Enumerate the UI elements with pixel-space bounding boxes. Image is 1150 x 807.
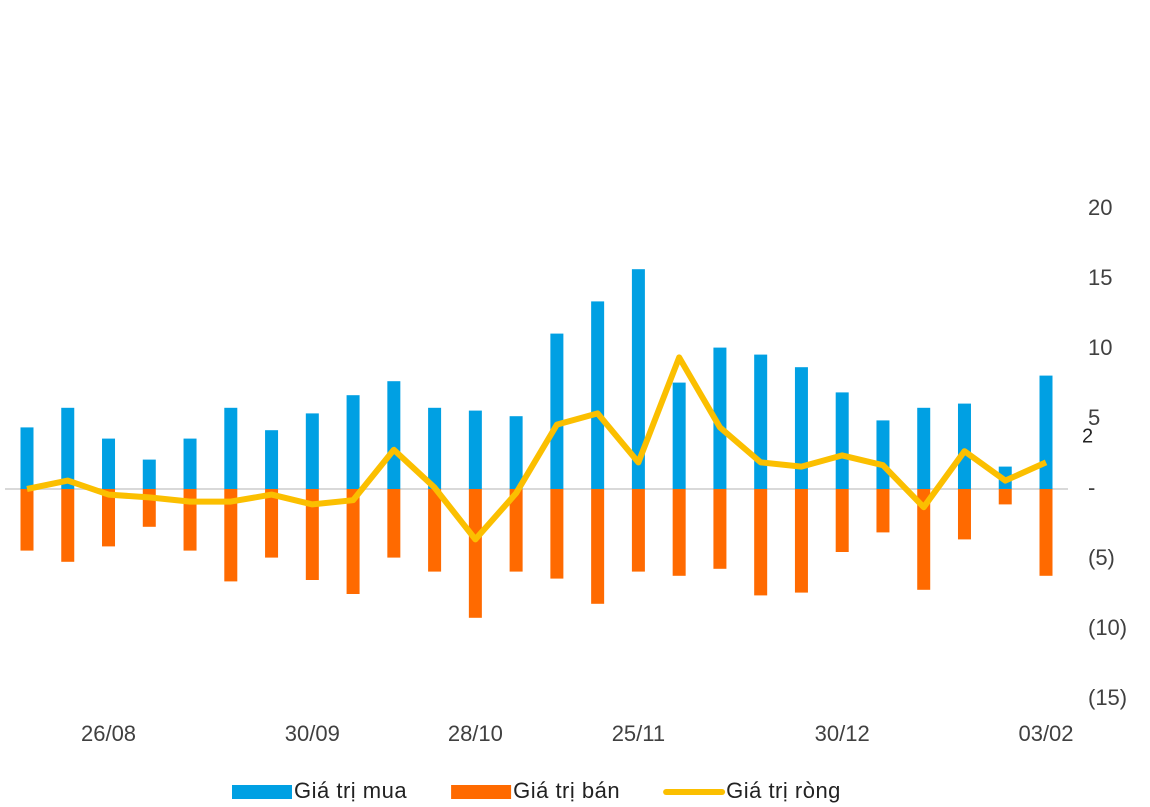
bar — [754, 489, 768, 596]
bar — [1039, 489, 1053, 576]
bar — [550, 333, 564, 489]
bar — [998, 489, 1012, 505]
bar — [265, 430, 279, 489]
y-tick-label: (15) — [1088, 685, 1127, 710]
x-tick-label: 25/11 — [612, 721, 665, 746]
bar — [305, 489, 319, 580]
bar — [61, 407, 75, 489]
bar — [224, 489, 238, 582]
y-tick-label: 5 — [1088, 405, 1100, 430]
y-tick-label: - — [1088, 475, 1095, 500]
bar — [876, 489, 890, 533]
bar — [20, 489, 34, 551]
y-tick-label: 15 — [1088, 265, 1112, 290]
bar — [591, 301, 605, 489]
bar — [794, 489, 808, 593]
bar — [917, 407, 931, 489]
bar — [876, 420, 890, 489]
bar — [672, 382, 686, 489]
bar — [102, 489, 116, 547]
x-tick-label: 28/10 — [448, 721, 503, 746]
bar — [468, 489, 482, 618]
bar — [713, 347, 727, 489]
bar — [428, 489, 442, 572]
y-tick-label: (5) — [1088, 545, 1115, 570]
line — [26, 354, 1048, 543]
legend-label: Giá trị ròng — [726, 778, 841, 803]
bar — [183, 438, 197, 489]
bar — [917, 489, 931, 590]
bar — [794, 367, 808, 489]
legend-label: Giá trị mua — [294, 778, 407, 803]
bar — [387, 381, 401, 489]
bar — [550, 489, 564, 579]
bar — [713, 489, 727, 569]
bar — [20, 427, 34, 489]
bar — [957, 403, 971, 489]
bar — [509, 489, 523, 572]
legend-swatch — [232, 785, 292, 799]
data-label: 2 — [1082, 426, 1093, 448]
bar — [387, 489, 401, 558]
bar — [509, 416, 523, 489]
x-tick-label: 30/12 — [815, 721, 870, 746]
bar — [428, 407, 442, 489]
bar — [631, 489, 645, 572]
x-tick-label: 03/02 — [1018, 721, 1073, 746]
x-tick-label: 30/09 — [285, 721, 340, 746]
bar — [754, 354, 768, 489]
bar — [102, 438, 116, 489]
x-tick-label: 26/08 — [81, 721, 136, 746]
bar — [1039, 375, 1053, 489]
bar — [835, 489, 849, 552]
y-tick-label: 20 — [1088, 195, 1112, 220]
bar — [468, 410, 482, 489]
bar — [957, 489, 971, 540]
bar — [346, 395, 360, 489]
bar — [835, 392, 849, 489]
y-tick-label: (10) — [1088, 615, 1127, 640]
y-tick-label: 10 — [1088, 335, 1112, 360]
bar — [346, 489, 360, 594]
legend-swatch — [451, 785, 512, 799]
bar — [265, 489, 279, 558]
bar — [672, 489, 686, 576]
legend-label: Giá trị bán — [513, 778, 620, 803]
bar — [142, 459, 156, 489]
bar — [631, 269, 645, 489]
bar — [591, 489, 605, 604]
bar — [224, 407, 238, 489]
bar — [61, 489, 75, 562]
bar — [305, 413, 319, 489]
